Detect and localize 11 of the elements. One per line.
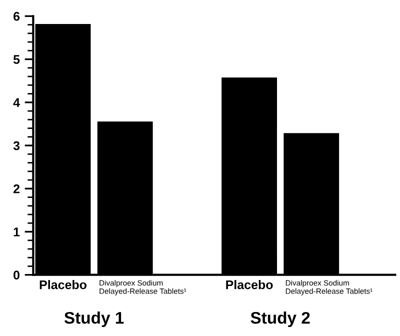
x-tick-label: Placebo bbox=[226, 280, 273, 290]
y-tick-label: 0 bbox=[14, 270, 20, 280]
x-tick-label: Placebo bbox=[40, 280, 86, 290]
y-tick-label: 1 bbox=[14, 228, 20, 236]
y-tick-label: 2 bbox=[13, 184, 20, 194]
y-tick-label: 3 bbox=[13, 141, 20, 150]
y-tick-label: 6 bbox=[14, 12, 20, 21]
text: Study 1 bbox=[64, 312, 124, 328]
y-tick-label: 5 bbox=[13, 55, 20, 64]
y-tick-label: 4 bbox=[13, 98, 20, 107]
text: Study 2 bbox=[250, 312, 310, 328]
